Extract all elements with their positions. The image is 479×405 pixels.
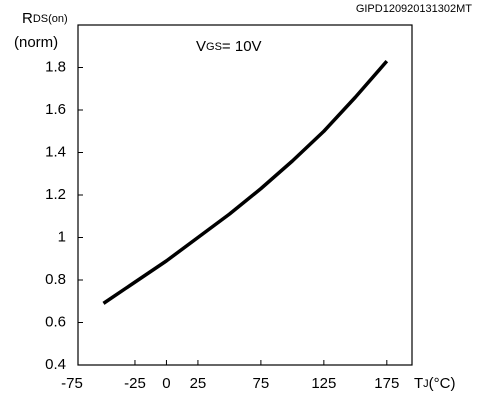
x-axis-label: TJ(°C): [414, 375, 456, 392]
x-tick-label: -25: [124, 375, 146, 392]
y-label-sub: DS(on): [33, 13, 68, 25]
y-tick-label: 0.8: [45, 271, 66, 288]
y-label-main: R: [22, 10, 33, 27]
y-axis-unit: (norm): [14, 34, 58, 51]
x-tick-label: 175: [374, 375, 399, 392]
data-line: [102, 59, 389, 305]
annotation-rest: = 10V: [222, 38, 262, 55]
x-tick-label: 0: [162, 375, 170, 392]
y-axis-label: RDS(on): [22, 10, 68, 27]
x-tick-label: 25: [190, 375, 207, 392]
x-label-main: T: [414, 375, 423, 392]
y-tick-label: 1: [58, 228, 66, 245]
y-tick-label: 1.4: [45, 143, 66, 160]
y-tick-label: 0.6: [45, 313, 66, 330]
x-tick-label: -75: [61, 375, 83, 392]
figure-code: GIPD120920131302MT: [356, 3, 472, 15]
y-tick-label: 1.2: [45, 186, 66, 203]
plot-frame: [77, 24, 413, 366]
x-label-unit: (°C): [429, 375, 456, 392]
annotation-main: V: [196, 38, 206, 55]
annotation: VGS= 10V: [196, 38, 262, 55]
x-label-sub: J: [423, 378, 429, 390]
x-tick-label: 75: [253, 375, 270, 392]
annotation-sub: GS: [206, 41, 222, 53]
y-tick-label: 1.8: [45, 58, 66, 75]
y-tick-label: 1.6: [45, 101, 66, 118]
y-tick-label: 0.4: [45, 356, 66, 373]
x-tick-label: 125: [311, 375, 336, 392]
